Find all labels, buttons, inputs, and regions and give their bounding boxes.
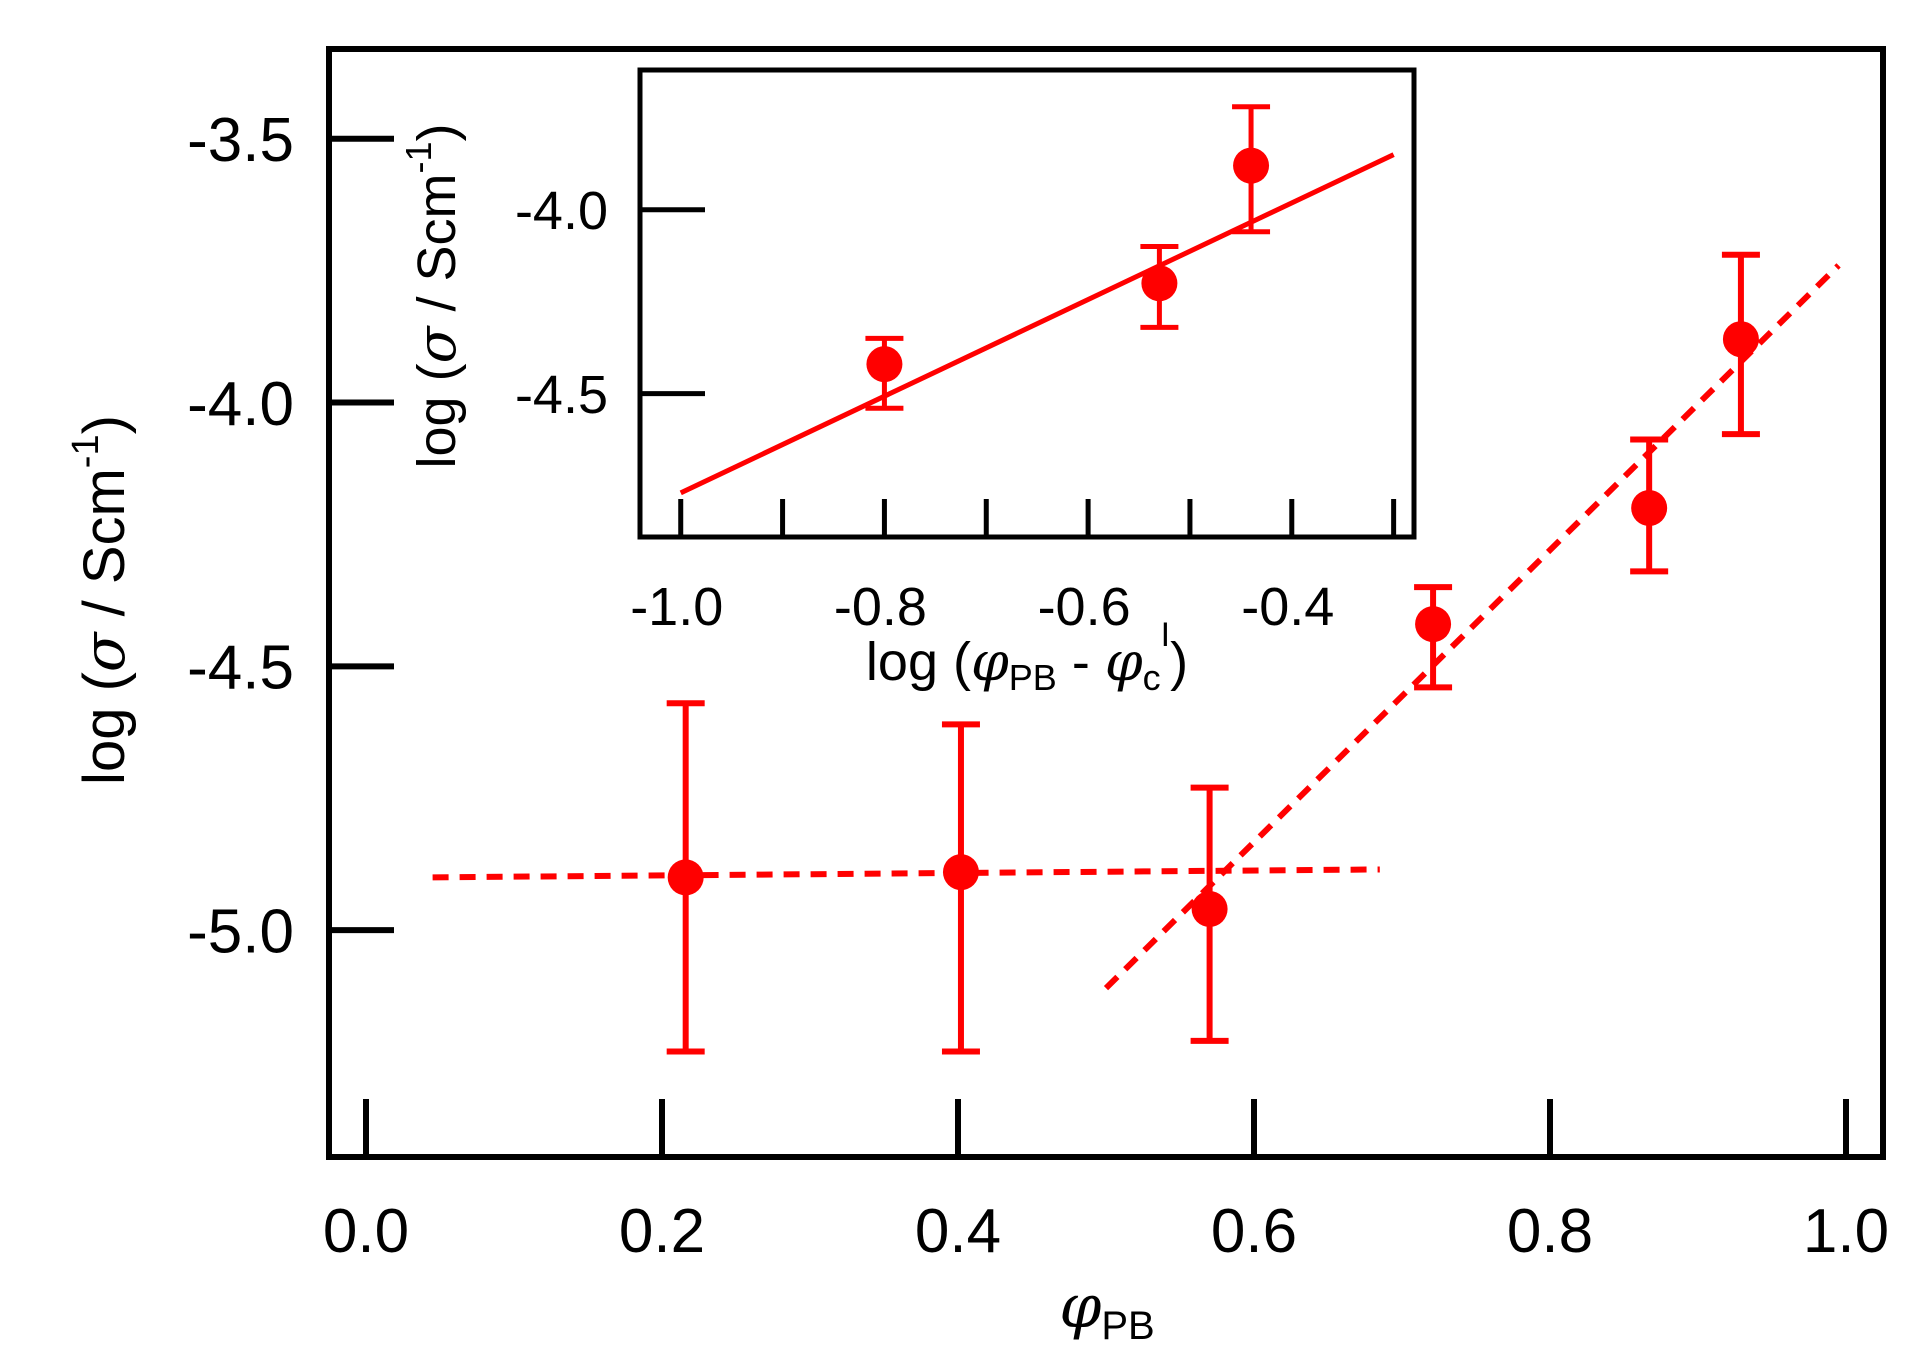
main-y-ticks: -3.5 -4.0 -4.5 -5.0 [187, 106, 394, 966]
main-x-axis-title: φPB [1059, 1272, 1154, 1348]
inset-marker [866, 346, 903, 383]
inset-data-points [865, 104, 1271, 411]
main-data-point [941, 721, 980, 1055]
inset-y-tick-label: -4.0 [515, 181, 608, 241]
main-marker [667, 859, 704, 896]
inset-x-tick-label: -1.0 [630, 577, 723, 637]
main-marker [1415, 606, 1452, 643]
main-x-tick-label: 0.6 [1211, 1197, 1297, 1266]
main-fit-line [432, 866, 1380, 881]
main-data-points [666, 251, 1760, 1055]
inset-y-tick-label: -4.5 [515, 365, 608, 425]
inset-fit-line [679, 152, 1395, 496]
main-x-tick-label: 0.8 [1507, 1197, 1593, 1266]
main-y-tick-label: -5.0 [187, 897, 294, 966]
main-x-tick-label: 0.4 [915, 1197, 1001, 1266]
main-marker [1631, 490, 1668, 527]
inset-marker [1141, 265, 1178, 302]
inset-y-axis-title: log (σ / Scm-1) [398, 124, 468, 469]
main-data-point [1414, 584, 1453, 691]
main-plot-frame [326, 46, 1886, 1160]
main-y-tick-label: -3.5 [187, 106, 294, 175]
main-x-tick-label: 0.0 [323, 1197, 409, 1266]
main-y-tick-label: -4.0 [187, 370, 294, 439]
inset-plot-frame [637, 67, 1417, 540]
main-marker [1722, 321, 1759, 358]
inset-x-ticks: -1.0 -0.8 -0.6 -0.4 [630, 499, 1397, 637]
main-data-point [1721, 251, 1760, 438]
inset-plot: -1.0 -0.8 -0.6 -0.4 -4.0 -4.5 log (φPB - φcI… [398, 67, 1417, 698]
inset-data-point [865, 335, 904, 411]
inset-data-point [1232, 104, 1271, 235]
main-fit-lines [432, 263, 1841, 991]
main-marker [942, 854, 979, 891]
main-data-point [666, 700, 705, 1055]
inset-y-ticks: -4.0 -4.5 [515, 181, 705, 425]
main-marker [1191, 891, 1228, 928]
inset-x-tick-label: -0.4 [1241, 577, 1334, 637]
main-x-tick-label: 0.2 [619, 1197, 705, 1266]
main-x-ticks: 0.0 0.2 0.4 0.6 0.8 1.0 [323, 1099, 1889, 1266]
inset-x-tick-label: -0.8 [834, 577, 927, 637]
main-fit-line [1103, 263, 1841, 991]
main-y-tick-label: -4.5 [187, 634, 294, 703]
inset-x-axis-title: log (φPB - φcI) [866, 616, 1188, 698]
main-x-tick-label: 1.0 [1803, 1197, 1889, 1266]
main-y-axis-title: log (σ / Scm-1) [65, 415, 138, 785]
main-plot: 0.0 0.2 0.4 0.6 0.8 1.0 -3.5-4.0-4.5-5.0 φPB … [65, 46, 1889, 1348]
main-data-point [1190, 784, 1229, 1044]
main-data-point [1630, 436, 1669, 575]
inset-marker [1233, 147, 1270, 184]
inset-x-tick-label: -0.6 [1038, 577, 1131, 637]
inset-fit-lines [679, 152, 1395, 496]
inset-data-point [1140, 244, 1179, 330]
